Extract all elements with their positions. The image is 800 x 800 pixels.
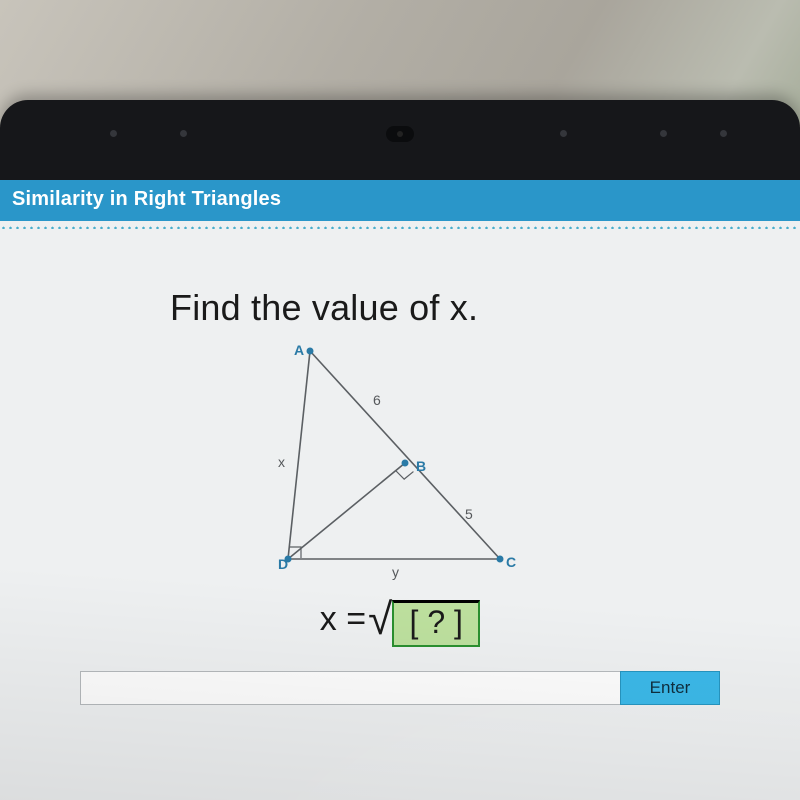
svg-text:B: B [416,458,426,474]
answer-row: Enter [80,671,720,705]
answer-input[interactable] [80,671,620,705]
equation-lhs: x = [320,600,366,639]
divider [0,225,800,229]
lesson-title: Similarity in Right Triangles [12,188,281,210]
webcam [386,126,414,142]
enter-button[interactable]: Enter [620,671,720,705]
radical: √ [ ? ] [368,596,480,643]
svg-text:C: C [506,554,516,570]
radical-sign: √ [368,600,392,640]
diagram: A B C D 6 5 x y [240,341,560,590]
problem-prompt: Find the value of x. [170,287,800,329]
lesson-title-bar: Similarity in Right Triangles [0,180,800,221]
laptop-bezel: Similarity in Right Triangles Find the v… [0,100,800,800]
svg-text:D: D [278,556,288,572]
content-area: Find the value of x. A B C D 6 5 x y x = √ [ ? … [0,239,800,705]
photo-background: Similarity in Right Triangles Find the v… [0,0,800,800]
svg-text:5: 5 [465,506,473,522]
svg-text:x: x [278,454,285,470]
svg-text:y: y [392,564,399,580]
svg-text:6: 6 [373,392,381,408]
enter-button-label: Enter [650,678,691,698]
radicand-input-display[interactable]: [ ? ] [392,600,480,647]
triangle-figure: A B C D 6 5 x y [240,341,540,585]
answer-equation: x = √ [ ? ] [0,596,800,643]
svg-text:A: A [294,342,304,358]
screen: Similarity in Right Triangles Find the v… [0,180,800,800]
